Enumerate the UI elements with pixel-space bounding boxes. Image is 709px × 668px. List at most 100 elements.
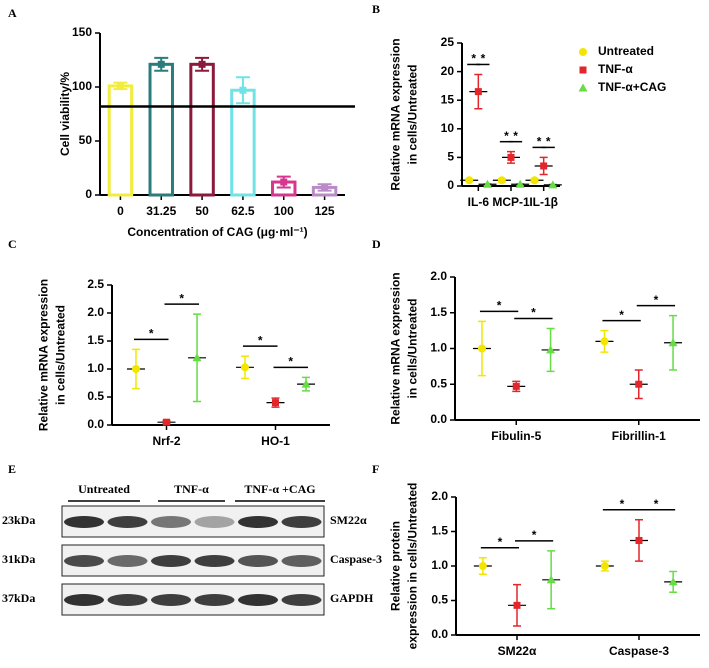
panel-label: E: [8, 462, 16, 476]
y-axis-title: Relative mRNA expression: [389, 38, 403, 190]
blot-band: [151, 555, 191, 567]
significance-star: *: [497, 299, 502, 313]
blot-band: [238, 594, 278, 606]
blot-band: [238, 555, 278, 567]
y-tick-label: 0.0: [431, 627, 448, 641]
point: [512, 382, 520, 390]
blot-band: [194, 594, 235, 606]
blot-band: [281, 594, 322, 606]
y-axis-title: in cells/Untreated: [54, 305, 68, 405]
y-tick-label: 20: [441, 64, 455, 78]
legend-label: TNF-α+CAG: [598, 80, 666, 94]
point: [301, 379, 311, 388]
point: [507, 153, 515, 161]
x-tick-label: IL-1β: [529, 195, 558, 209]
bar: [189, 62, 215, 197]
y-tick-label: 1.5: [87, 333, 104, 347]
y-tick-label: 5: [447, 150, 454, 164]
y-axis-title: Relative mRNA expression: [389, 272, 403, 424]
y-tick-label: 1.5: [431, 524, 448, 538]
x-tick-label: HO-1: [261, 434, 290, 448]
protein-label: GAPDH: [330, 591, 374, 605]
blot-band: [194, 555, 235, 567]
point: [465, 176, 474, 185]
x-tick-label: 125: [315, 204, 335, 218]
point: [163, 418, 170, 426]
point: [192, 353, 202, 362]
blot-frame: [61, 544, 325, 577]
blot-band: [107, 516, 148, 528]
y-tick-label: 25: [441, 35, 455, 49]
point: [579, 66, 587, 74]
panel-label: B: [372, 2, 380, 16]
point: [477, 344, 486, 353]
x-tick-label: 100: [274, 204, 294, 218]
x-tick-label: 0: [117, 204, 124, 218]
point: [546, 575, 556, 584]
x-tick-label: Fibulin-5: [491, 429, 541, 443]
blot-band: [194, 516, 235, 528]
blot-band: [151, 516, 191, 528]
protein-label: Caspase-3: [330, 552, 382, 566]
significance-star: *: [258, 333, 263, 347]
y-tick-label: 2.0: [430, 269, 447, 283]
point: [321, 183, 329, 191]
panel-label: A: [8, 6, 17, 20]
protein-label: SM22α: [330, 513, 367, 527]
point: [540, 162, 548, 170]
group-label: Untreated: [78, 482, 130, 496]
y-tick-label: 0.0: [430, 412, 447, 426]
y-axis-title: Cell viability/%: [58, 72, 72, 156]
x-tick-label: Fibrillin-1: [612, 429, 666, 443]
x-axis-title: Concentration of CAG (μg·ml⁻¹): [127, 225, 307, 239]
significance-star: *: [504, 129, 509, 143]
point: [239, 86, 247, 94]
x-tick-label: IL-6: [468, 195, 490, 209]
y-tick-label: 0.5: [430, 376, 447, 390]
y-tick-label: 0.5: [87, 389, 104, 403]
blot-band: [64, 555, 104, 567]
point: [478, 562, 487, 570]
y-tick-label: 0: [447, 178, 454, 192]
y-tick-label: 1.0: [430, 341, 447, 355]
x-tick-label: 31.25: [146, 204, 176, 218]
significance-star: *: [537, 135, 542, 149]
y-tick-label: 150: [72, 25, 92, 39]
panel-label: F: [372, 462, 379, 476]
significance-star: *: [546, 135, 551, 149]
y-tick-label: 100: [72, 79, 92, 93]
bar: [148, 62, 174, 197]
point: [515, 179, 525, 188]
point: [497, 176, 506, 185]
point: [272, 399, 279, 407]
point: [600, 562, 609, 570]
point: [482, 179, 492, 188]
x-tick-label: Caspase-3: [609, 644, 669, 658]
point: [131, 365, 140, 373]
blot-band: [281, 555, 322, 567]
blot-band: [64, 594, 104, 606]
y-axis-title: in cells/Untreated: [406, 298, 420, 398]
significance-star: *: [654, 293, 659, 307]
point: [157, 60, 165, 68]
significance-star: *: [498, 535, 503, 549]
y-tick-label: 1.0: [431, 558, 448, 572]
panel-label: C: [8, 237, 17, 251]
blot-band: [64, 516, 104, 528]
point: [198, 60, 206, 68]
blot-band: [107, 594, 148, 606]
bar: [107, 84, 134, 197]
y-tick-label: 0.5: [431, 593, 448, 607]
group-label: TNF-α: [174, 482, 209, 496]
point: [635, 380, 643, 388]
y-axis-title: expression in cells/Untreated: [406, 483, 420, 650]
significance-star: *: [532, 528, 537, 542]
y-tick-label: 50: [79, 133, 93, 147]
blot-band: [107, 555, 148, 567]
size-label: 31kDa: [2, 552, 35, 566]
blot-frame: [61, 505, 325, 538]
y-tick-label: 2.0: [87, 305, 104, 319]
legend-label: Untreated: [598, 44, 654, 58]
y-tick-label: 0: [85, 187, 92, 201]
